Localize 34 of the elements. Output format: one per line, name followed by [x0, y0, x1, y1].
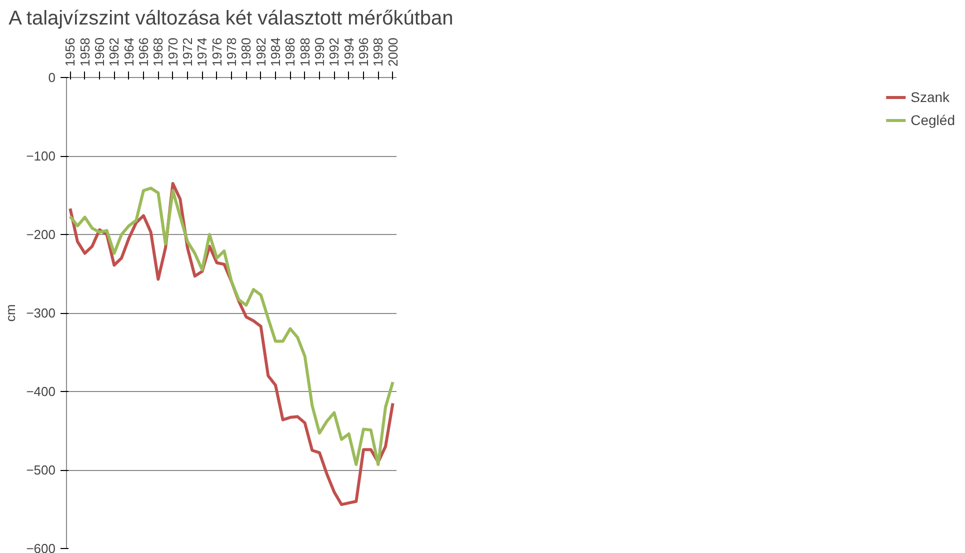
x-tick-label: 1992	[326, 38, 342, 66]
y-tick-label: −400	[26, 384, 56, 399]
y-tick-label: −300	[26, 306, 56, 320]
chart-title: A talajvízszint változása két választott mérőkútban	[8, 8, 454, 30]
y-tick-label: −100	[26, 148, 56, 164]
x-tick-label: 1990	[312, 38, 327, 66]
x-tick-label: 1958	[77, 38, 92, 66]
y-tick-label: 0	[48, 70, 56, 85]
y-tick-label: −200	[26, 227, 56, 242]
y-axis-title: cm	[3, 304, 18, 322]
x-tick-label: 1964	[121, 38, 136, 66]
x-tick-label: 1998	[370, 38, 386, 66]
x-tick-label: 1974	[194, 38, 210, 66]
x-tick-label: 1972	[180, 38, 195, 66]
x-tick-label: 2000	[385, 38, 400, 66]
x-tick-label: 1978	[224, 38, 239, 66]
x-tick-label: 1996	[356, 38, 371, 66]
x-tick-label: 1980	[238, 38, 254, 66]
x-tick-label: 1988	[297, 38, 312, 66]
legend-label: Cegléd	[910, 112, 955, 128]
y-tick-label: −600	[26, 541, 56, 553]
x-tick-label: 1970	[165, 38, 180, 66]
x-tick-label: 1982	[253, 38, 268, 66]
x-tick-label: 1984	[268, 38, 283, 66]
x-tick-label: 1966	[136, 38, 151, 66]
x-tick-label: 1962	[106, 38, 122, 66]
x-tick-label: 1960	[92, 38, 107, 66]
x-tick-label: 1968	[150, 38, 166, 66]
x-tick-label: 1986	[282, 38, 298, 66]
x-tick-label: 1976	[209, 38, 224, 66]
x-tick-label: 1994	[341, 38, 356, 66]
x-tick-label: 1956	[62, 38, 78, 66]
y-tick-label: −500	[26, 462, 56, 478]
legend-label: Szank	[910, 89, 950, 105]
